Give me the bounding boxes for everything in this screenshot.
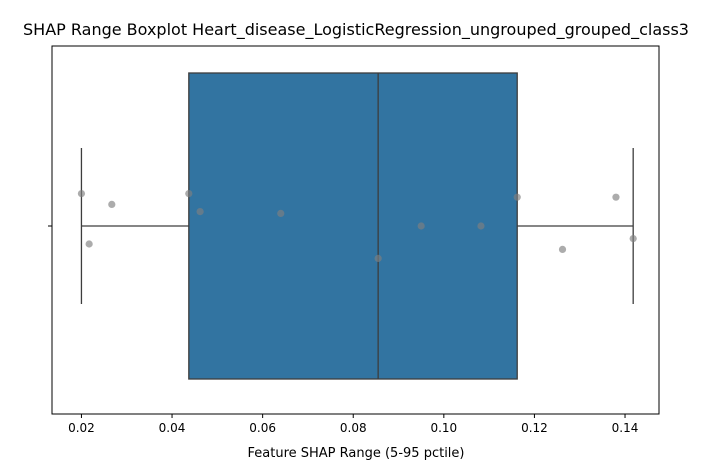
- data-point: [629, 235, 637, 243]
- x-tick-label: 0.02: [68, 421, 95, 435]
- iqr-box: [188, 72, 518, 380]
- plot-area: 0.02 0.04 0.06 0.08 0.10 0.12 0.14: [48, 45, 660, 435]
- data-point: [417, 222, 425, 230]
- plot-frame: [51, 45, 660, 415]
- data-point: [374, 254, 382, 262]
- data-point: [612, 193, 620, 201]
- x-tick-label: 0.10: [430, 421, 457, 435]
- data-point: [85, 240, 93, 248]
- data-point: [108, 200, 116, 208]
- x-tick-label: 0.14: [612, 421, 639, 435]
- x-tick-label: 0.06: [249, 421, 276, 435]
- data-point: [558, 245, 567, 253]
- data-point: [277, 209, 285, 217]
- data-point: [513, 193, 521, 201]
- data-point: [77, 190, 86, 198]
- x-tick-label: 0.12: [521, 421, 548, 435]
- x-tick-label: 0.04: [159, 421, 186, 435]
- x-tick-label: 0.08: [340, 421, 367, 435]
- data-point: [477, 222, 485, 230]
- chart-title: SHAP Range Boxplot Heart_disease_Logisti…: [23, 20, 689, 40]
- data-point: [185, 190, 193, 198]
- x-axis-label: Feature SHAP Range (5-95 pctile): [248, 446, 465, 461]
- data-point: [196, 208, 204, 216]
